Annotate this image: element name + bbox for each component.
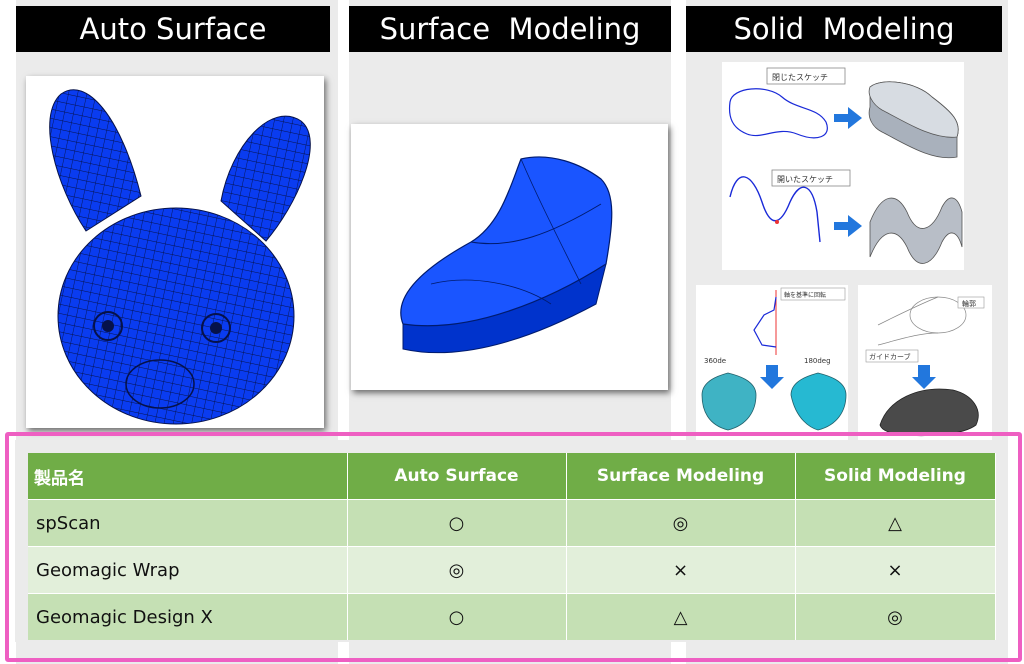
profile-label: 輪郭: [962, 299, 976, 308]
deg-180-label: 180deg: [804, 357, 831, 365]
auto-surface-cell: ○: [347, 593, 567, 640]
surface-modeling-title: Surface Modeling: [349, 6, 671, 52]
shoe-surface-icon: [400, 156, 613, 354]
surface-modeling-cell: △: [566, 593, 796, 640]
arrow-down-icon: [760, 365, 784, 389]
bunny-mesh-image: [26, 76, 324, 428]
deg-360-label: 360de: [704, 357, 726, 365]
solid-modeling-cell: ×: [795, 546, 996, 594]
header-solid-modeling: Solid Modeling: [795, 453, 996, 500]
auto-surface-title: Auto Surface: [16, 6, 330, 52]
product-name-cell: spScan: [28, 499, 348, 547]
table-row: Geomagic Wrap ◎ × ×: [28, 546, 996, 594]
arrow-down-icon: [912, 365, 936, 389]
revolve-icon: 軸を基準に回転 360de 180deg: [701, 287, 847, 431]
sweep-image: 輪郭 ガイドカーブ: [858, 285, 992, 442]
closed-sketch-label: 閉じたスケッチ: [772, 73, 828, 82]
header-product-name: 製品名: [28, 453, 348, 500]
revolve-image: 軸を基準に回転 360de 180deg: [696, 285, 848, 442]
highlight-frame: [5, 432, 1022, 662]
surface-modeling-cell: ×: [566, 546, 796, 594]
solid-modeling-cell: ◎: [795, 593, 996, 640]
comparison-table: 製品名 Auto Surface Surface Modeling Solid …: [28, 453, 996, 640]
auto-surface-cell: ◎: [347, 546, 567, 594]
shoe-surface-image: [351, 124, 668, 390]
extrude-sketch-image: 閉じたスケッチ 開いたスケッチ: [722, 62, 964, 270]
rotate-axis-label: 軸を基準に回転: [784, 291, 826, 299]
extrude-sketch-icon: 閉じたスケッチ 開いたスケッチ: [728, 67, 963, 264]
table-row: Geomagic Design X ○ △ ◎: [28, 593, 996, 640]
arrow-right-icon: [834, 107, 862, 129]
auto-surface-cell: ○: [347, 499, 567, 547]
surface-modeling-cell: ◎: [566, 499, 796, 547]
guide-curve-label: ガイドカーブ: [869, 352, 911, 361]
table-header-row: 製品名 Auto Surface Surface Modeling Solid …: [28, 453, 996, 500]
sweep-icon: 輪郭 ガイドカーブ: [865, 296, 985, 437]
header-auto-surface: Auto Surface: [347, 453, 567, 500]
product-name-cell: Geomagic Wrap: [28, 546, 348, 594]
header-surface-modeling: Surface Modeling: [566, 453, 796, 500]
solid-modeling-cell: △: [795, 499, 996, 547]
product-name-cell: Geomagic Design X: [28, 593, 348, 640]
bunny-mesh-icon: [49, 89, 311, 425]
table-row: spScan ○ ◎ △: [28, 499, 996, 547]
solid-modeling-title: Solid Modeling: [686, 6, 1002, 52]
open-sketch-label: 開いたスケッチ: [777, 175, 833, 184]
arrow-right-icon: [834, 215, 862, 237]
